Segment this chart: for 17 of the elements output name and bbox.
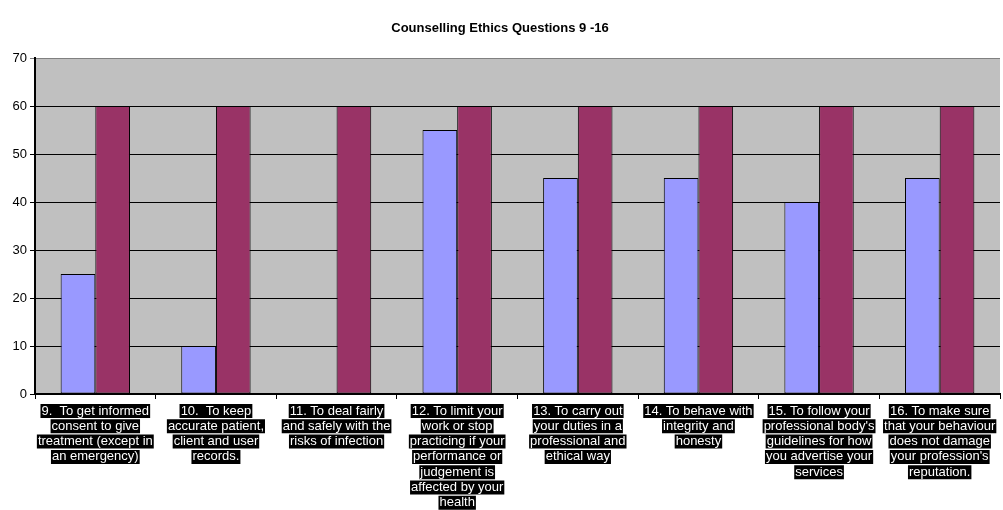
y-tick-label: 60 [12,97,27,113]
x-tick-label: 12. To limit your work or stop practicing if your performance or judgement is affected by your health [409,402,506,510]
y-tick-label: 30 [12,241,27,257]
x-tick-label: 13. To carry out your duties in a professional and ethical way [530,402,626,464]
y-tick-label: 20 [12,289,27,305]
y-tick-label: 10 [12,337,27,353]
x-tick-label: 11. To deal fairly and safely with the risks of infection [282,402,391,449]
chart-title: Counselling Ethics Questions 9 -16 [391,20,609,36]
x-tick-label: 15. To follow your professional body's guidelines for how you advertise your services [763,402,875,479]
x-tick-label: 10. To keep accurate patient, client and user records. [167,402,264,464]
x-tick-label: 14. To behave with integrity and honesty [644,402,753,449]
x-tick-label: 9. To get informed consent to give treatment (except in an emergency) [37,402,153,464]
y-tick-label: 50 [12,145,27,161]
y-tick-label: 40 [12,193,27,209]
x-tick-label: 16. To make sure that your behaviour does not damage your profession's reputation. [884,402,996,479]
y-tick-label: 70 [12,49,27,65]
y-tick-label: 0 [19,385,27,401]
